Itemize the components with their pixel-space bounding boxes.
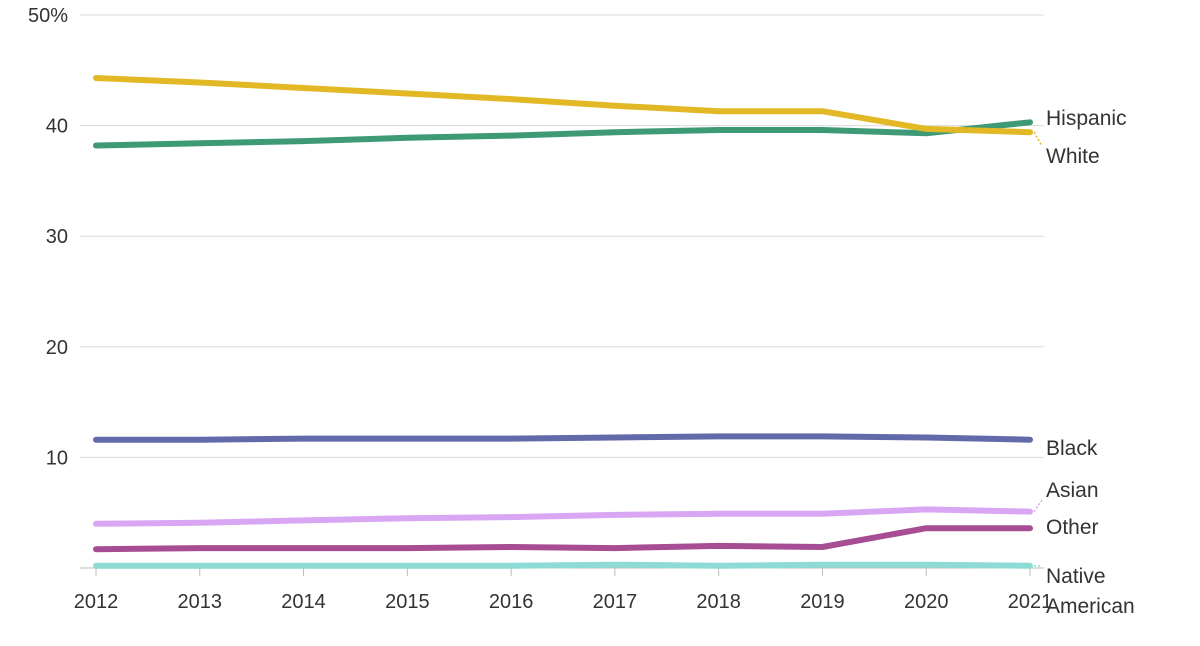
y-tick-label-50: 50% [28,5,68,27]
series-label-native-american: Native American [1046,565,1135,618]
x-tick-label-2017: 2017 [593,591,638,613]
series-line-hispanic [93,119,1033,149]
series-label-leader-asian [1033,499,1043,513]
series-line-black [93,433,1033,443]
y-tick-label-30: 30 [46,226,68,248]
series-label-hispanic: Hispanic [1046,107,1127,130]
x-tick-label-2019: 2019 [800,591,845,613]
x-tick-label-2014: 2014 [281,591,326,613]
series-line-asian [93,506,1033,527]
series-label-other: Other [1046,516,1099,539]
series-lines [93,75,1033,569]
x-tick-label-2015: 2015 [385,591,430,613]
series-label-leader-white [1033,131,1043,147]
x-tick-label-2020: 2020 [904,591,949,613]
series-label-asian: Asian [1046,479,1099,502]
x-tick-label-2016: 2016 [489,591,534,613]
x-tick-label-2012: 2012 [74,591,119,613]
grid-lines [80,14,1044,569]
series-labels: White Hispanic Black Asian Other Native Americ… [1033,107,1135,618]
x-axis-tick-labels: 2012 2013 2014 2015 2016 2017 2018 2019 2020 2021 [74,568,1053,613]
series-line-white [93,75,1033,136]
x-tick-label-2013: 2013 [178,591,223,613]
x-tick-label-2021: 2021 [1008,591,1053,613]
y-tick-label-10: 10 [46,447,68,469]
series-line-other [93,525,1033,553]
y-tick-label-20: 20 [46,337,68,359]
y-axis-tick-labels: 10 20 30 40 50% [28,5,68,469]
series-line-native-american [93,561,1033,569]
series-label-black: Black [1046,437,1098,460]
x-tick-label-2018: 2018 [696,591,741,613]
y-tick-label-40: 40 [46,116,68,138]
series-label-white: White [1046,145,1100,168]
